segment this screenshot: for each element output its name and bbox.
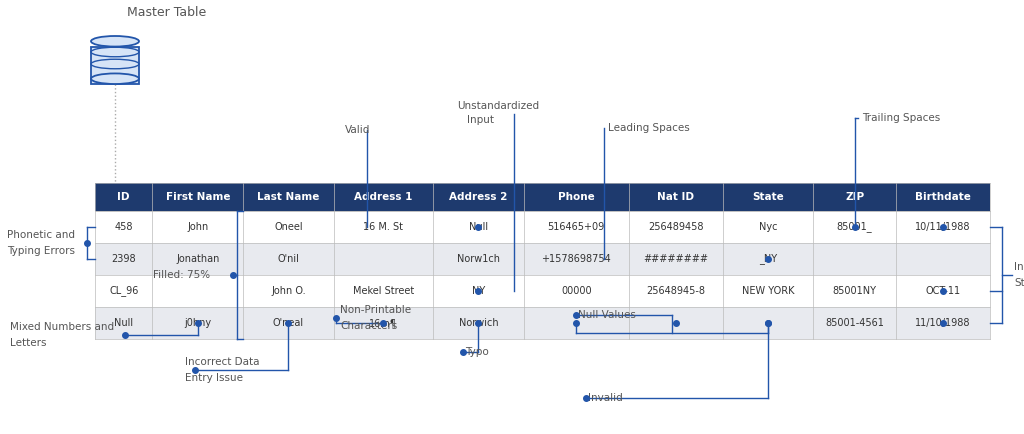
Text: NEW YORK: NEW YORK	[741, 286, 795, 296]
Text: Last Name: Last Name	[257, 192, 319, 202]
Ellipse shape	[91, 73, 139, 84]
Text: First Name: First Name	[166, 192, 230, 202]
Text: Null Values: Null Values	[578, 310, 636, 320]
Text: ZIP: ZIP	[845, 192, 864, 202]
Ellipse shape	[91, 36, 139, 46]
Text: Nyc: Nyc	[759, 222, 777, 232]
Text: NY: NY	[472, 286, 485, 296]
Bar	[95, 183, 990, 211]
Text: j0hny: j0hny	[184, 318, 211, 328]
Text: Norw1ch: Norw1ch	[457, 254, 500, 264]
Text: Jonathan: Jonathan	[176, 254, 219, 264]
Text: State: State	[752, 192, 783, 202]
Bar	[95, 243, 990, 275]
Text: O'nil: O'nil	[278, 254, 299, 264]
Text: 458: 458	[115, 222, 133, 232]
Text: +1578698754: +1578698754	[542, 254, 611, 264]
Text: 11/10/1988: 11/10/1988	[915, 318, 971, 328]
Text: Valid: Valid	[345, 125, 371, 135]
Text: Typing Errors: Typing Errors	[7, 246, 75, 256]
Text: Typo: Typo	[465, 347, 488, 357]
Text: O'neal: O'neal	[272, 318, 304, 328]
Text: Norwich: Norwich	[459, 318, 499, 328]
Text: 16m¶: 16m¶	[370, 318, 397, 328]
Text: Mekel Street: Mekel Street	[352, 286, 414, 296]
Text: Invalid: Invalid	[588, 393, 623, 403]
Text: Null: Null	[114, 318, 133, 328]
Text: Trailing Spaces: Trailing Spaces	[862, 113, 940, 123]
Text: Incorrect Data: Incorrect Data	[185, 357, 259, 367]
Bar	[95, 275, 990, 307]
Text: Letters: Letters	[10, 338, 46, 348]
Text: Master Table: Master Table	[127, 6, 206, 19]
Text: Characters: Characters	[340, 321, 397, 331]
Text: Null: Null	[469, 222, 488, 232]
Text: John O.: John O.	[271, 286, 306, 296]
Text: CL_96: CL_96	[109, 286, 138, 296]
Text: OCT-11: OCT-11	[926, 286, 961, 296]
Text: ########: ########	[643, 254, 709, 264]
Text: 16 M. St: 16 M. St	[364, 222, 403, 232]
Text: 25648945-8: 25648945-8	[646, 286, 706, 296]
Text: 256489458: 256489458	[648, 222, 703, 232]
Text: 2398: 2398	[112, 254, 136, 264]
Bar	[95, 307, 990, 339]
Text: Filled: 75%: Filled: 75%	[153, 270, 210, 280]
Text: 516465+09: 516465+09	[548, 222, 605, 232]
Bar	[95, 211, 990, 243]
Text: Mixed Numbers and: Mixed Numbers and	[10, 322, 114, 332]
Text: 10/11/1988: 10/11/1988	[915, 222, 971, 232]
Text: Nat ID: Nat ID	[657, 192, 694, 202]
Text: Address 2: Address 2	[450, 192, 508, 202]
Text: John: John	[187, 222, 209, 232]
Text: Entry Issue: Entry Issue	[185, 373, 243, 383]
Text: _NY: _NY	[759, 253, 777, 264]
Text: 85001-4561: 85001-4561	[825, 318, 884, 328]
Text: ID: ID	[118, 192, 130, 202]
Text: Oneel: Oneel	[274, 222, 303, 232]
Text: Address 1: Address 1	[354, 192, 413, 202]
Text: Leading Spaces: Leading Spaces	[608, 123, 690, 133]
Text: 85001_: 85001_	[837, 221, 872, 233]
Text: Non-Printable: Non-Printable	[340, 305, 411, 315]
Text: Birthdate: Birthdate	[915, 192, 971, 202]
Bar	[91, 46, 139, 84]
Text: Phone: Phone	[558, 192, 595, 202]
Text: Phonetic and: Phonetic and	[7, 230, 75, 240]
Text: 00000: 00000	[561, 286, 592, 296]
Text: Input: Input	[467, 115, 494, 125]
Text: Unstandardized: Unstandardized	[457, 101, 539, 111]
Text: Inconsistent: Inconsistent	[1014, 262, 1024, 272]
Text: 85001NY: 85001NY	[833, 286, 877, 296]
Text: Structure: Structure	[1014, 278, 1024, 288]
